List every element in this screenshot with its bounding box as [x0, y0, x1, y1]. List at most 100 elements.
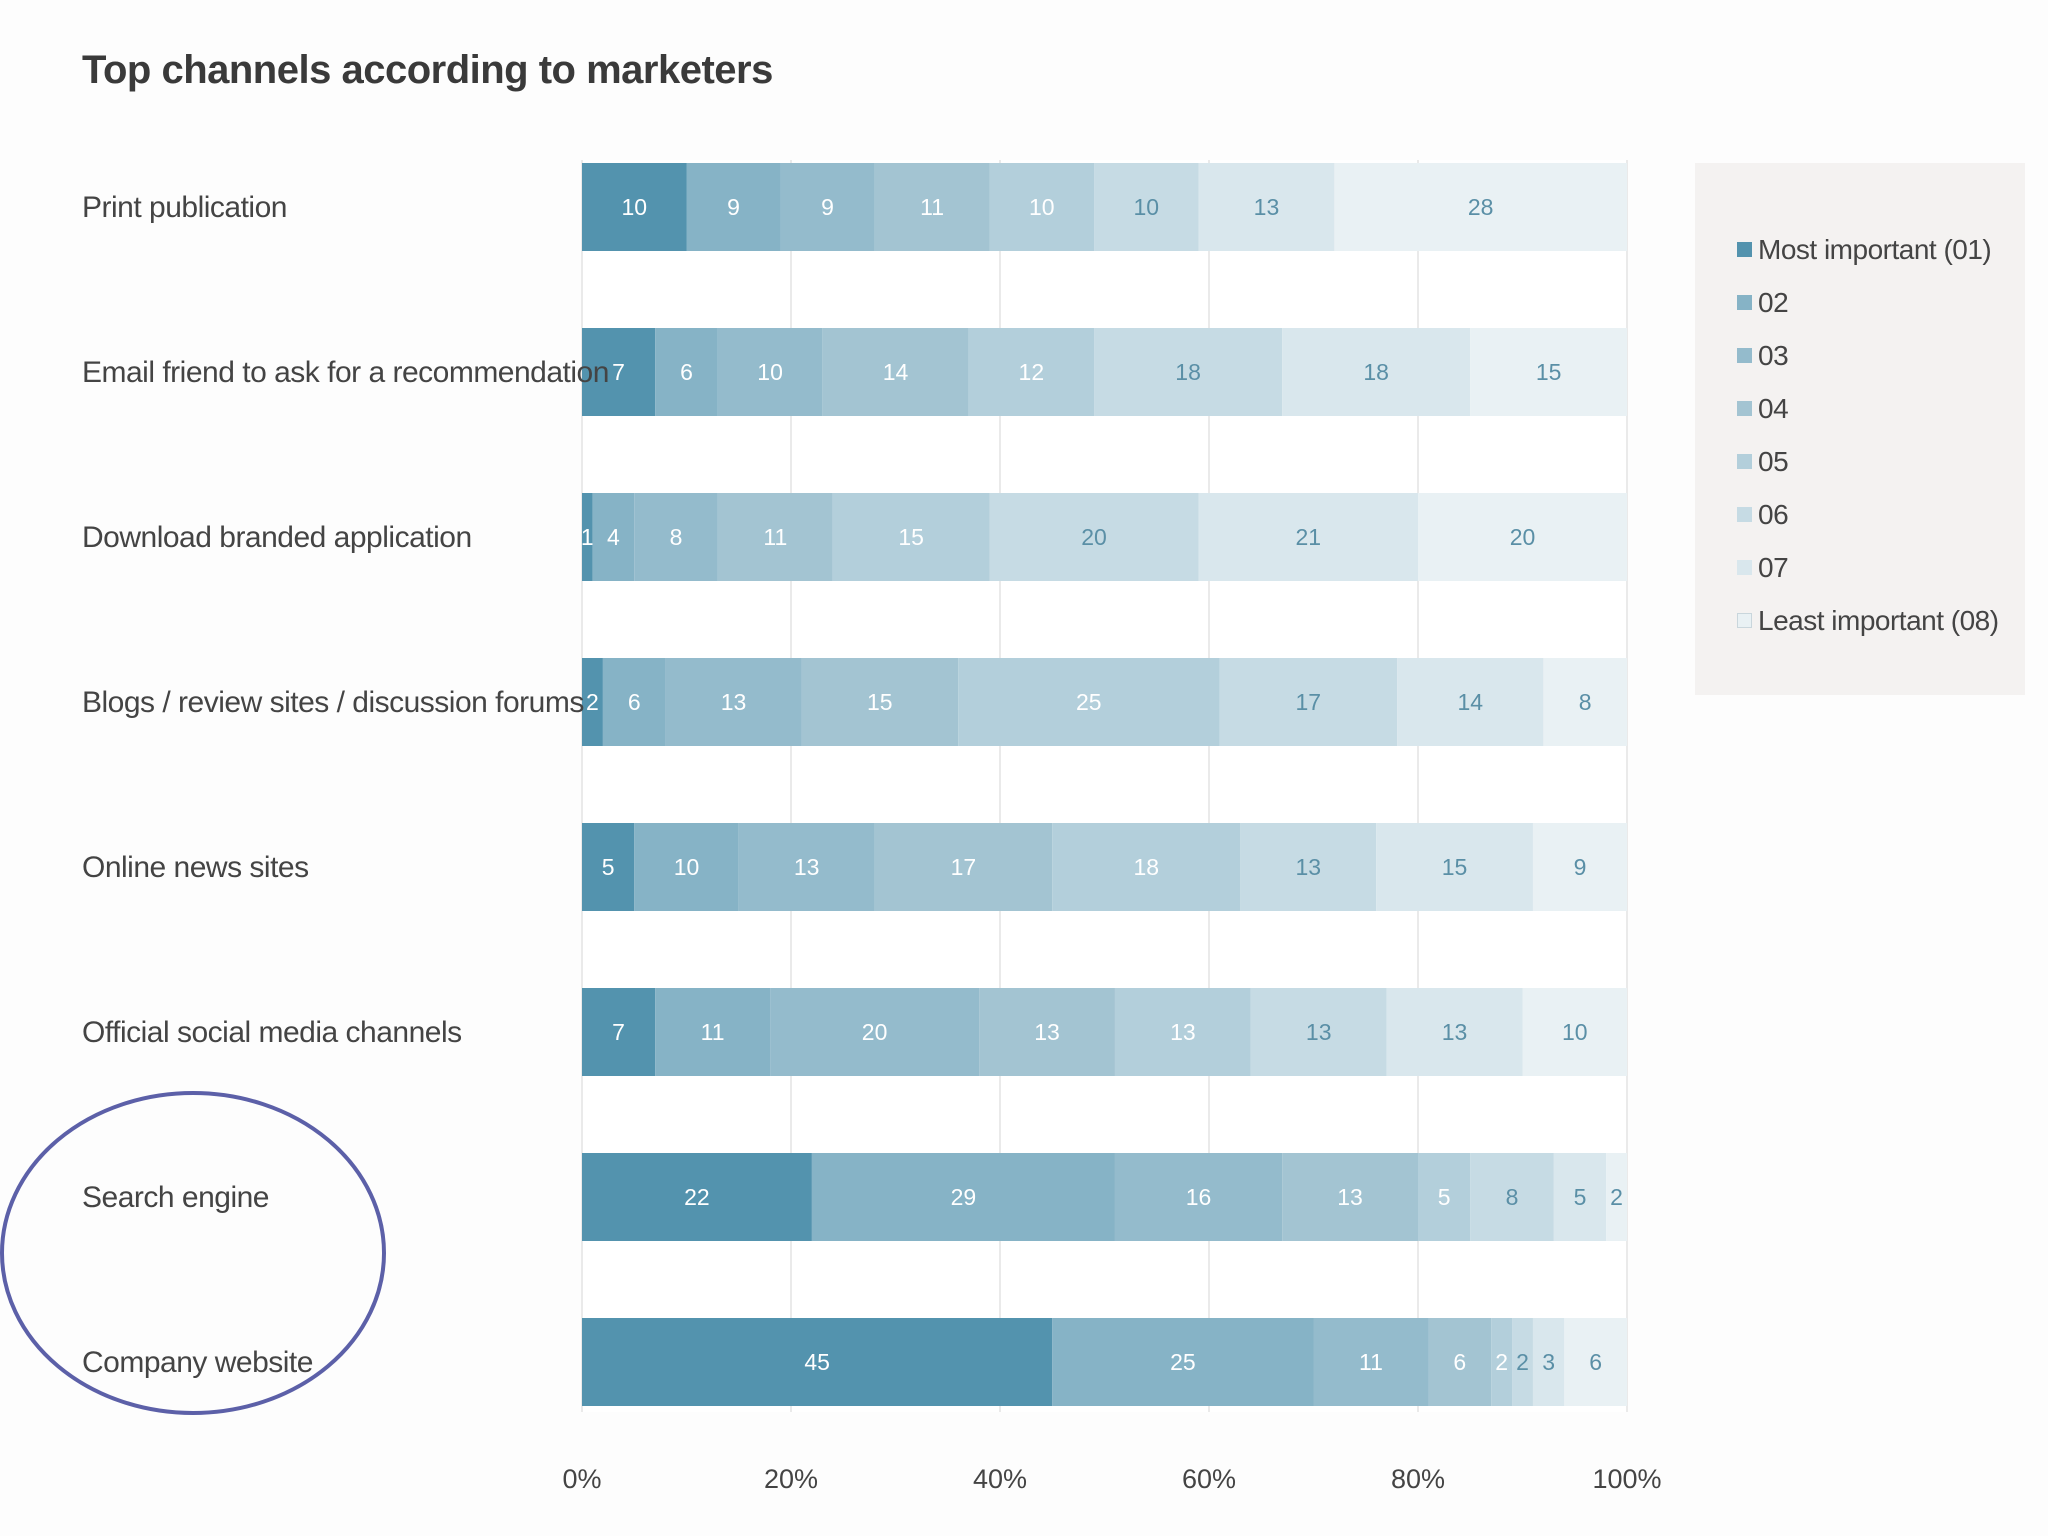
segment-value-label: 21	[1295, 524, 1321, 550]
segment-value-label: 15	[898, 524, 924, 550]
segment-value-label: 6	[628, 689, 641, 715]
x-tick-label: 20%	[764, 1464, 818, 1494]
segment-value-label: 17	[951, 854, 977, 880]
bar-segment	[1219, 658, 1398, 746]
segment-value-label: 45	[804, 1349, 830, 1375]
x-tick-label: 60%	[1182, 1464, 1236, 1494]
bar-segment	[1052, 1318, 1314, 1406]
segment-value-label: 8	[1506, 1184, 1519, 1210]
legend-swatch	[1737, 401, 1752, 416]
segment-value-label: 10	[1029, 194, 1055, 220]
category-label: Search engine	[82, 1181, 269, 1214]
segment-value-label: 10	[1562, 1019, 1588, 1045]
bar-segment	[1491, 1318, 1513, 1406]
legend-swatch	[1737, 454, 1752, 469]
segment-value-label: 1	[581, 524, 594, 550]
category-labels: Print publication Email friend to ask for…	[82, 191, 609, 1379]
segment-value-label: 18	[1175, 359, 1201, 385]
segment-value-label: 5	[1438, 1184, 1451, 1210]
segment-value-label: 7	[612, 1019, 625, 1045]
bar-segment	[1470, 328, 1627, 416]
bar-segment	[1553, 1153, 1607, 1241]
legend-label: 04	[1758, 392, 1789, 424]
category-label: Print publication	[82, 191, 287, 224]
bar-segment	[582, 988, 656, 1076]
bar-segment	[634, 493, 718, 581]
bar-segment	[989, 163, 1095, 251]
highlight-circle	[0, 1091, 386, 1415]
segment-value-label: 11	[1359, 1349, 1383, 1375]
legend-label: 06	[1758, 498, 1789, 530]
segment-value-label: 8	[670, 524, 683, 550]
bar-segment	[634, 823, 739, 911]
bar-segment	[958, 658, 1220, 746]
bar-segment	[582, 1318, 1053, 1406]
segment-value-label: 13	[1442, 1019, 1468, 1045]
bar-segments: 10 9 9 11 10 10 13 287 6 10 14 12 18 18 151 4 8 11 15 20 21 2…	[581, 163, 1627, 1406]
segment-value-label: 14	[1457, 689, 1483, 715]
legend-item: 06	[1737, 488, 2025, 541]
segment-value-label: 3	[1542, 1349, 1555, 1375]
bar-segment	[1334, 163, 1627, 251]
legend-swatch	[1737, 348, 1752, 363]
bar-segment	[1522, 988, 1627, 1076]
segment-value-label: 7	[612, 359, 625, 385]
segment-value-label: 10	[757, 359, 783, 385]
legend-list: Most important (01) 02 03 04 05 06 07 Least imp…	[1695, 163, 2025, 647]
segment-value-label: 11	[701, 1019, 725, 1045]
bar-segment	[874, 823, 1053, 911]
segment-value-label: 13	[1306, 1019, 1332, 1045]
bar-segment	[811, 1153, 1115, 1241]
bar-segment	[832, 493, 990, 581]
category-label: Official social media channels	[82, 1016, 462, 1049]
segment-value-label: 12	[1019, 359, 1045, 385]
legend-item: 05	[1737, 435, 2025, 488]
segment-value-label: 25	[1076, 689, 1102, 715]
bar-segment	[665, 658, 802, 746]
segment-value-label: 17	[1295, 689, 1321, 715]
category-label: Blogs / review sites / discussion forums	[82, 686, 584, 719]
segment-value-label: 13	[1254, 194, 1280, 220]
segment-value-label: 13	[1170, 1019, 1196, 1045]
category-label: Online news sites	[82, 851, 309, 884]
bar-segment	[1386, 988, 1523, 1076]
chart-title: Top channels according to marketers	[82, 48, 773, 92]
bar-segment	[1198, 493, 1418, 581]
bar-segment	[582, 823, 635, 911]
bar-segment	[686, 163, 781, 251]
bar-segment	[1470, 1153, 1554, 1241]
segment-value-label: 11	[763, 524, 787, 550]
bar-segment	[1397, 658, 1544, 746]
segment-value-label: 6	[1589, 1349, 1602, 1375]
bar-segment	[1543, 658, 1627, 746]
bar-segment	[582, 163, 687, 251]
segment-value-label: 6	[680, 359, 693, 385]
bar-segment	[1313, 1318, 1429, 1406]
legend-item: 03	[1737, 329, 2025, 382]
bar-segment	[1198, 163, 1335, 251]
segment-value-label: 10	[621, 194, 647, 220]
segment-value-label: 2	[1610, 1184, 1623, 1210]
x-tick-label: 0%	[562, 1464, 601, 1494]
bar-segment	[592, 493, 635, 581]
legend-label: 03	[1758, 339, 1789, 371]
x-axis-ticks: 0% 20% 40% 60% 80% 100%	[562, 1464, 1661, 1494]
bar-segment	[1240, 823, 1377, 911]
legend-swatch	[1737, 295, 1752, 310]
bar-segment	[874, 163, 990, 251]
segment-value-label: 18	[1134, 854, 1160, 880]
legend-label: Least important (08)	[1758, 604, 1999, 636]
category-label: Company website	[82, 1346, 313, 1379]
bar-segment	[968, 328, 1095, 416]
bar-segment	[1512, 1318, 1533, 1406]
category-label: Email friend to ask for a recommendation	[82, 356, 609, 389]
bar-segment	[989, 493, 1199, 581]
bar-segment	[780, 163, 875, 251]
legend-label: 05	[1758, 445, 1789, 477]
legend-label: 02	[1758, 286, 1789, 318]
legend-item: Most important (01)	[1737, 223, 2025, 276]
legend-item: 04	[1737, 382, 2025, 435]
segment-value-label: 29	[951, 1184, 977, 1210]
bar-segment	[1282, 328, 1471, 416]
